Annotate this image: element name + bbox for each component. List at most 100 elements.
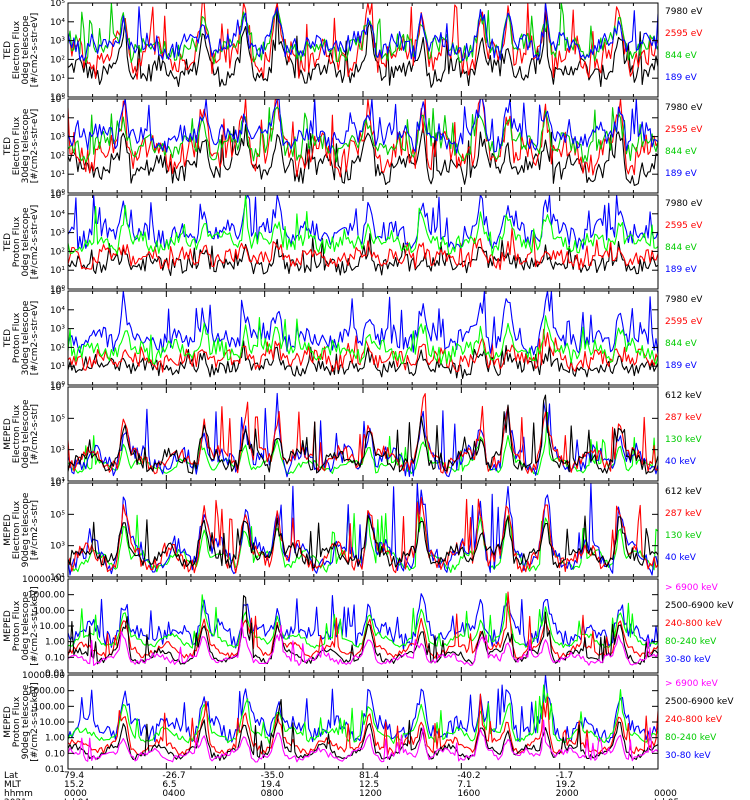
series-844-ev [68, 195, 658, 257]
y-axis-label: 0deg telescope [21, 15, 31, 85]
series-189-ev [68, 3, 658, 62]
y-tick-label: 10⁰ [50, 189, 65, 199]
panel-frame [67, 578, 659, 674]
panel-5-data [68, 392, 658, 478]
legend-entry: 40 keV [665, 457, 697, 467]
series-287-kev [68, 393, 658, 475]
y-tick-label: 10⁴ [50, 114, 65, 124]
y-tick-label: 1.00 [45, 734, 65, 744]
y-axis-label: [#/cm2-s-str] [30, 500, 40, 560]
y-axis-label: [#/cm2-s-str-keV] [30, 586, 40, 665]
y-tick-label: 10³ [50, 229, 65, 239]
legend-entry: > 6900 keV [665, 679, 719, 689]
y-tick-label: 10000.00 [22, 575, 65, 585]
panel-8-data [68, 675, 658, 763]
y-tick-label: 0.10 [45, 653, 65, 663]
x-lat-value: -35.0 [261, 771, 285, 781]
series-2500-6900-kev [68, 595, 658, 665]
legend-entry: 80-240 keV [665, 733, 717, 743]
legend-entry: 7980 eV [665, 295, 703, 305]
series-40-kev [68, 392, 658, 478]
series-240-800-kev [68, 693, 658, 756]
legend-entry: 7980 eV [665, 103, 703, 113]
series-240-800-kev [68, 591, 658, 659]
y-axis-label: MEPED [3, 418, 13, 450]
legend-entry: 844 eV [665, 147, 698, 157]
series-2500-6900-kev [68, 698, 658, 762]
x-mlt-value: 12.5 [359, 780, 379, 790]
x-hhmm-value: 0000 [64, 789, 87, 799]
series-80-240-kev [68, 684, 658, 744]
legend-entry: 2595 eV [665, 317, 703, 327]
y-tick-label: 10² [50, 247, 65, 257]
panel-2-data [68, 99, 658, 186]
legend-entry: 80-240 keV [665, 637, 717, 647]
panel-4: 10⁰ 10¹ 10² 10³ 10⁴ 10⁵ TED Proton Flux 30deg te… [3, 287, 703, 391]
y-axis-label: MEPED [3, 706, 13, 738]
y-tick-label: 10² [50, 55, 65, 65]
y-tick-label: 10⁵ [50, 510, 65, 520]
y-tick-label: 1.00 [45, 638, 65, 648]
y-tick-label: 10¹ [50, 573, 65, 583]
series-7980-ev [68, 3, 658, 88]
legend-entry: 30-80 keV [665, 751, 711, 761]
y-tick-label: 100.00 [34, 606, 66, 616]
y-axis-label: 30deg telescope [21, 300, 31, 375]
legend-entry: 189 eV [665, 73, 698, 83]
y-axis-label: Proton Flux [12, 216, 22, 267]
y-axis-label: Proton Flux [12, 312, 22, 363]
legend-entry: 189 eV [665, 265, 698, 275]
legend-entry: 287 keV [665, 413, 702, 423]
series-189-ev [68, 291, 658, 356]
x-date-value: Jul 04 [63, 798, 89, 800]
y-axis-label: [#/cm2-s-str-eV] [30, 301, 40, 376]
legend-entry: 2500-6900 keV [665, 601, 734, 611]
series-189-ev [68, 99, 658, 154]
y-axis-label: Electron Flux [12, 404, 22, 463]
series-80-240-kev [68, 593, 658, 649]
y-tick-label: 100.00 [34, 702, 66, 712]
panel-1: 10⁰ 10¹ 10² 10³ 10⁴ 10⁵ TED Electron Flux 0deg t… [3, 0, 703, 103]
y-axis-label: Proton Flux [12, 600, 22, 651]
series-287-kev [68, 497, 658, 574]
y-tick-label: 10³ [50, 325, 65, 335]
x-hhmm-value: 0000 [654, 789, 677, 799]
y-tick-label: 10³ [50, 542, 65, 552]
x-mlt-value: 19.2 [556, 780, 576, 790]
panel-6: 10¹ 10³ 10⁵ 10⁷ MEPED Electron Flux 90deg tele… [3, 479, 702, 583]
x-lat-value: -40.2 [457, 771, 480, 781]
series-7980-ev [68, 124, 658, 186]
y-axis-label: Electron Flux [12, 116, 22, 175]
y-tick-label: 0.01 [45, 765, 65, 775]
legend-entry: 287 keV [665, 509, 702, 519]
y-tick-label: 10⁴ [50, 210, 65, 220]
legend-entry: 844 eV [665, 243, 698, 253]
y-tick-label: 10¹ [50, 477, 65, 487]
y-tick-label: 0.10 [45, 749, 65, 759]
y-tick-label: 10³ [50, 446, 65, 456]
legend-entry: 189 eV [665, 361, 698, 371]
legend-entry: 7980 eV [665, 7, 703, 17]
series-844-ev [68, 3, 658, 65]
y-tick-label: 10.00 [39, 718, 65, 728]
legend-entry: 612 keV [665, 487, 702, 497]
y-tick-label: 0.01 [45, 669, 65, 679]
legend-entry: 130 keV [665, 531, 702, 541]
x-mlt-value: 15.2 [64, 780, 84, 790]
panel-1-data [68, 3, 658, 88]
legend-entry: 844 eV [665, 51, 698, 61]
x-row-label: MLT [4, 780, 22, 790]
x-axis-annotation: LatMLThhmm202179.415.20000Jul 04-26.76.5… [4, 771, 679, 800]
legend-entry: 2595 eV [665, 221, 703, 231]
y-axis-label: TED [3, 233, 13, 252]
x-hhmm-value: 0800 [261, 789, 284, 799]
legend-entry: 2500-6900 keV [665, 697, 734, 707]
x-mlt-value: 6.5 [162, 780, 176, 790]
y-axis-label: 90deg telescope [21, 492, 31, 567]
y-tick-label: 10⁵ [50, 414, 65, 424]
panel-4-data [68, 291, 658, 379]
y-axis-label: [#/cm2-s-str-keV] [30, 682, 40, 761]
y-tick-label: 10.00 [39, 622, 65, 632]
x-lat-value: -1.7 [556, 771, 574, 781]
